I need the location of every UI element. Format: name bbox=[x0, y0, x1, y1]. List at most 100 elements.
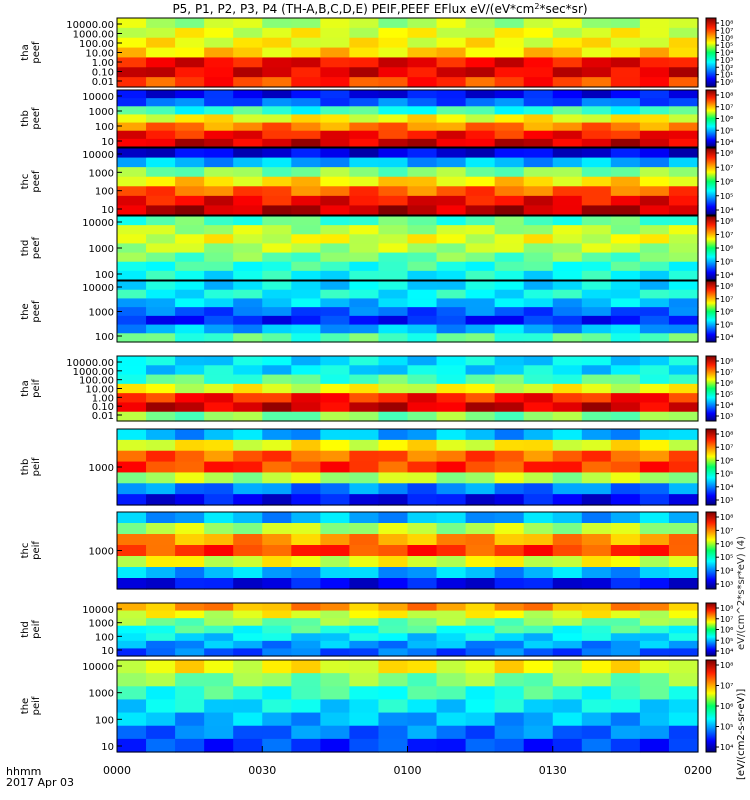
spectrogram-cell bbox=[320, 610, 350, 619]
spectrogram-cell bbox=[523, 315, 554, 326]
spectrogram-cell bbox=[610, 289, 641, 300]
spectrogram-cell bbox=[436, 603, 467, 612]
spectrogram-cell bbox=[233, 324, 263, 334]
spectrogram-cell bbox=[523, 411, 554, 422]
spectrogram-cell bbox=[581, 289, 612, 300]
spectrogram-cell bbox=[349, 18, 380, 29]
spectrogram-cell bbox=[494, 567, 525, 579]
spectrogram-cell bbox=[320, 356, 350, 366]
spectrogram-cell bbox=[262, 610, 292, 619]
spectrogram-cell bbox=[639, 27, 670, 39]
spectrogram-cell bbox=[436, 298, 467, 308]
spectrogram-cell bbox=[378, 289, 409, 300]
spectrogram-cell bbox=[668, 512, 699, 524]
spectrogram-cell bbox=[552, 176, 583, 187]
spectrogram-cell bbox=[204, 27, 234, 39]
panel-y-label: thepeif bbox=[20, 696, 42, 715]
spectrogram-cell bbox=[436, 261, 467, 272]
panel-y-label: thcpeef bbox=[20, 170, 42, 193]
panel-quantity-label: peif bbox=[31, 379, 42, 398]
spectrogram-cell bbox=[117, 216, 147, 226]
colorbar-units-label: [eV/(cm2-s-sr-eV)] bbox=[736, 689, 747, 780]
spectrogram-cell bbox=[262, 618, 292, 627]
spectrogram-cell bbox=[407, 186, 438, 197]
spectrogram-cell bbox=[465, 523, 496, 535]
spectrogram-cell bbox=[668, 545, 699, 557]
spectrogram-cell bbox=[465, 67, 496, 78]
spectrogram-cell bbox=[378, 461, 409, 474]
spectrogram-cell bbox=[639, 712, 670, 727]
spectrogram-cell bbox=[378, 216, 409, 226]
spectrogram-cell bbox=[610, 383, 641, 394]
spectrogram-cell bbox=[639, 603, 670, 612]
spectrogram-cell bbox=[349, 534, 380, 546]
spectrogram-cell bbox=[349, 225, 380, 235]
spectrogram-cell bbox=[175, 281, 205, 291]
spectrogram-cell bbox=[552, 98, 583, 107]
spectrogram-cell bbox=[146, 461, 176, 474]
spectrogram-cell bbox=[204, 633, 234, 642]
spectrogram-cell bbox=[494, 77, 525, 88]
spectrogram-cell bbox=[610, 57, 641, 68]
spectrogram-cell bbox=[494, 281, 525, 291]
spectrogram-cell bbox=[117, 402, 147, 413]
spectrogram-cell bbox=[349, 122, 380, 132]
spectrogram-cell bbox=[378, 699, 409, 714]
y-tick-label: 10 bbox=[101, 646, 114, 657]
colorbar-tick-label: 10⁷ bbox=[720, 368, 733, 377]
spectrogram-cell bbox=[523, 270, 554, 281]
spectrogram-cell bbox=[668, 47, 699, 59]
spectrogram-cell bbox=[523, 234, 554, 245]
spectrogram-cell bbox=[610, 461, 641, 474]
spectrogram-cell bbox=[407, 534, 438, 546]
spectrogram-cell bbox=[552, 298, 583, 308]
spectrogram-cell bbox=[291, 324, 321, 334]
colorbar-tick-label: 10⁸ bbox=[720, 149, 733, 158]
spectrogram-cell bbox=[494, 393, 525, 404]
spectrogram-cell bbox=[581, 27, 612, 39]
spectrogram-cell bbox=[117, 699, 147, 714]
colorbar-tick-label: 10⁵ bbox=[720, 470, 733, 479]
spectrogram-cell bbox=[146, 138, 176, 148]
spectrogram-cell bbox=[581, 556, 612, 568]
spectrogram-cell bbox=[291, 27, 321, 39]
spectrogram-cell bbox=[204, 402, 234, 413]
spectrogram-cell bbox=[233, 483, 263, 495]
spectrogram-cell bbox=[349, 383, 380, 394]
spectrogram-cell bbox=[175, 252, 205, 263]
spectrogram-cell bbox=[349, 393, 380, 404]
spectrogram-cell bbox=[175, 610, 205, 619]
spectrogram-cell bbox=[175, 640, 205, 650]
spectrogram-cell bbox=[291, 556, 321, 568]
spectrogram-cell bbox=[552, 67, 583, 78]
spectrogram-cell bbox=[117, 122, 147, 132]
spectrogram-cell bbox=[407, 673, 438, 687]
spectrogram-cell bbox=[291, 315, 321, 326]
spectrogram-cell bbox=[175, 512, 205, 524]
spectrogram-cell bbox=[262, 512, 292, 524]
spectrogram-cell bbox=[146, 90, 176, 99]
spectrogram-cell bbox=[581, 205, 612, 216]
spectrogram-cell bbox=[262, 393, 292, 404]
spectrogram-cell bbox=[552, 494, 583, 506]
spectrogram-cell bbox=[291, 738, 321, 753]
spectrogram-cell bbox=[204, 225, 234, 235]
spectrogram-cell bbox=[262, 90, 292, 99]
spectrogram-cell bbox=[436, 167, 467, 178]
spectrogram-cell bbox=[233, 18, 263, 29]
spectrogram-cell bbox=[465, 106, 496, 116]
spectrogram-cell bbox=[320, 138, 350, 148]
spectrogram-cell bbox=[291, 77, 321, 88]
spectrogram-cell bbox=[523, 356, 554, 366]
spectrogram-cell bbox=[639, 106, 670, 116]
spectrogram-cell bbox=[581, 472, 612, 484]
spectrogram-cell bbox=[175, 673, 205, 687]
spectrogram-cell bbox=[349, 725, 380, 740]
spectrogram-cell bbox=[523, 57, 554, 68]
spectrogram-cell bbox=[175, 633, 205, 642]
spectrogram-cell bbox=[465, 243, 496, 254]
spectrogram-cell bbox=[581, 324, 612, 334]
spectrogram-cell bbox=[465, 114, 496, 124]
spectrogram-cell bbox=[407, 712, 438, 727]
